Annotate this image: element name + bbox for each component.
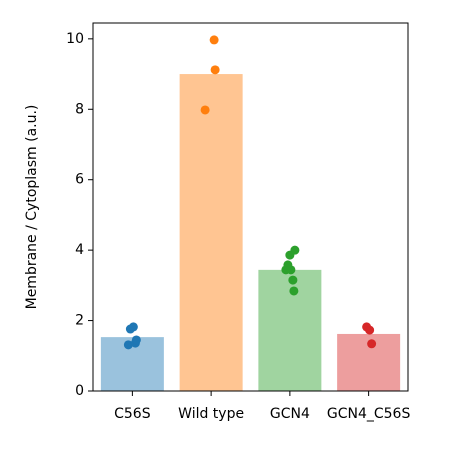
data-point (289, 286, 299, 296)
data-point (209, 35, 219, 45)
y-tick-label: 4 (75, 242, 84, 258)
y-tick-label: 6 (75, 172, 84, 188)
y-tick-label: 10 (66, 31, 84, 47)
plot-frame (92, 22, 409, 392)
data-point (128, 322, 138, 332)
y-tick-label: 2 (75, 313, 84, 329)
data-point (210, 65, 220, 75)
data-point (200, 105, 210, 115)
x-tick-label: Wild type (178, 406, 244, 422)
data-point (123, 340, 133, 350)
data-point (288, 275, 298, 285)
data-point (286, 265, 296, 275)
data-point (131, 335, 141, 345)
bar (179, 74, 243, 392)
x-tick-label: GCN4_C56S (327, 406, 411, 422)
x-tick-label: GCN4 (270, 406, 310, 422)
data-point (367, 339, 377, 349)
y-tick-label: 0 (75, 383, 84, 399)
y-tick-label: 8 (75, 101, 84, 117)
x-tick-label: C56S (114, 406, 151, 422)
data-point (365, 325, 375, 335)
data-point (285, 250, 295, 260)
bar (258, 269, 322, 391)
y-axis-label: Membrane / Cytoplasm (a.u.) (24, 105, 40, 310)
